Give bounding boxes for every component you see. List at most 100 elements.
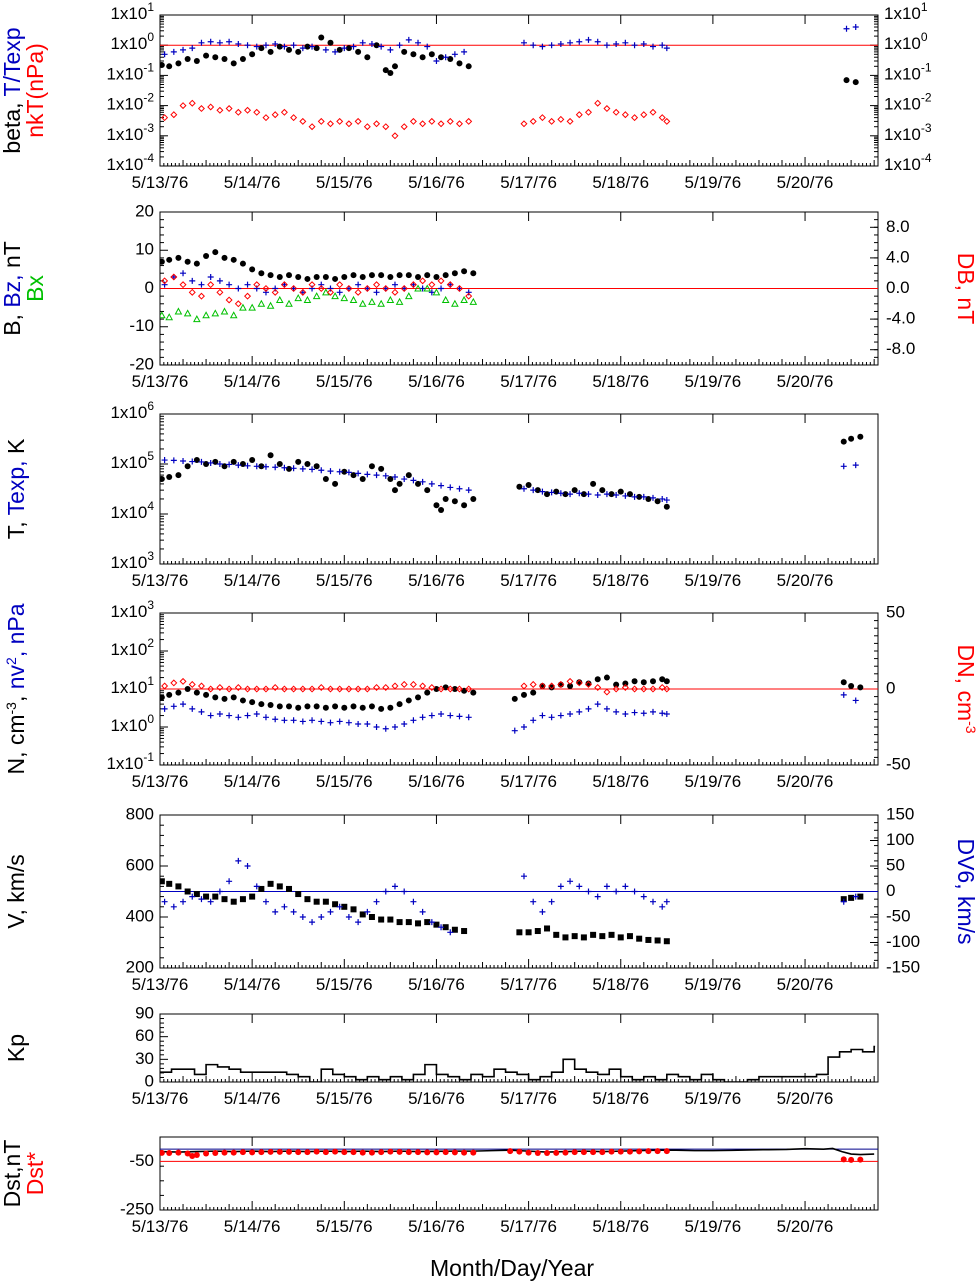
data-point	[193, 57, 200, 64]
data-point	[852, 79, 859, 86]
data-point	[304, 43, 311, 50]
data-point	[451, 498, 458, 505]
data-point	[235, 285, 242, 292]
data-point	[840, 898, 847, 905]
data-point	[160, 62, 165, 69]
data-point	[423, 284, 432, 292]
data-point	[267, 701, 274, 708]
x-tick-label: 5/13/76	[132, 1089, 189, 1108]
x-tick-label: 5/20/76	[777, 1217, 834, 1236]
data-point	[396, 42, 403, 49]
y-tick-label: 400	[126, 906, 154, 925]
data-point	[617, 488, 624, 495]
data-point	[391, 487, 398, 494]
data-point	[613, 681, 620, 688]
data-point	[608, 931, 615, 938]
data-point	[840, 1156, 847, 1163]
data-point	[576, 490, 583, 497]
data-point	[599, 933, 606, 940]
y2-tick-label: 0.0	[886, 278, 910, 297]
data-point	[465, 289, 472, 296]
data-point	[442, 272, 449, 279]
data-point	[585, 705, 592, 712]
x-tick-label: 5/16/76	[408, 571, 465, 590]
data-point	[608, 1148, 615, 1155]
data-point	[544, 1150, 551, 1157]
data-point	[594, 893, 601, 900]
data-point	[626, 933, 633, 940]
y2-axis-label: DB, nT	[953, 253, 977, 325]
data-point	[594, 701, 601, 708]
data-point	[470, 270, 477, 277]
y2-tick-label: 8.0	[886, 217, 910, 236]
data-point	[410, 281, 417, 288]
y2-tick-label: -50	[886, 906, 911, 925]
data-point	[239, 260, 246, 267]
data-point	[603, 105, 611, 113]
data-point	[184, 888, 191, 895]
data-point	[364, 54, 371, 61]
data-point	[437, 120, 445, 128]
y-tick-label: 1x10-2	[106, 91, 154, 114]
data-point	[249, 266, 256, 273]
data-point	[308, 281, 316, 289]
data-point	[276, 461, 283, 467]
data-point	[275, 295, 284, 303]
data-point	[327, 285, 334, 292]
data-point	[345, 719, 352, 726]
data-point	[520, 39, 527, 46]
data-point	[590, 480, 597, 487]
data-point	[451, 926, 458, 933]
data-point	[299, 288, 307, 296]
data-point	[456, 713, 463, 720]
data-point	[239, 896, 246, 903]
data-point	[193, 689, 200, 696]
data-point	[461, 1149, 468, 1156]
data-point	[358, 299, 367, 307]
data-point	[451, 51, 458, 58]
data-point	[659, 710, 666, 717]
data-point	[539, 43, 546, 50]
data-point	[203, 1150, 210, 1157]
data-point	[520, 691, 527, 698]
data-point	[640, 40, 647, 47]
data-point	[419, 120, 427, 128]
data-point	[391, 63, 398, 70]
data-point	[658, 114, 666, 122]
data-point	[318, 281, 325, 288]
x-tick-label: 5/14/76	[224, 173, 281, 192]
data-point	[336, 46, 343, 53]
data-point	[312, 292, 321, 300]
x-tick-label: 5/17/76	[500, 173, 557, 192]
data-point	[368, 297, 376, 305]
data-point	[594, 676, 601, 683]
data-point	[433, 274, 440, 281]
data-point	[355, 470, 362, 477]
data-point	[258, 885, 265, 892]
data-point	[649, 898, 656, 905]
data-point	[432, 288, 441, 296]
data-point	[848, 1156, 855, 1163]
panel-velocity: 5/13/76 5/14/76 5/15/76 5/16/76 5/17/76 5/18/…	[3, 804, 977, 994]
y-tick-label-right: 1x101	[884, 0, 928, 23]
x-tick-label: 5/14/76	[224, 1217, 281, 1236]
data-point	[415, 274, 422, 281]
data-point	[377, 299, 386, 307]
y2-tick-label: -8.0	[886, 339, 915, 358]
data-point	[387, 70, 394, 77]
data-point	[553, 488, 560, 495]
data-point	[257, 299, 266, 307]
data-point	[465, 63, 472, 70]
data-point	[534, 928, 541, 935]
data-point	[216, 888, 223, 895]
data-point	[663, 45, 670, 52]
panel-temperature: 5/13/76 5/14/76 5/15/76 5/16/76 5/17/76 5/18/…	[3, 399, 879, 590]
data-point	[456, 285, 463, 292]
data-point	[267, 48, 274, 55]
data-point	[410, 898, 417, 905]
data-point	[207, 103, 215, 111]
data-point	[622, 492, 629, 499]
data-point	[649, 708, 656, 715]
data-point	[400, 680, 408, 688]
data-point	[174, 307, 183, 315]
